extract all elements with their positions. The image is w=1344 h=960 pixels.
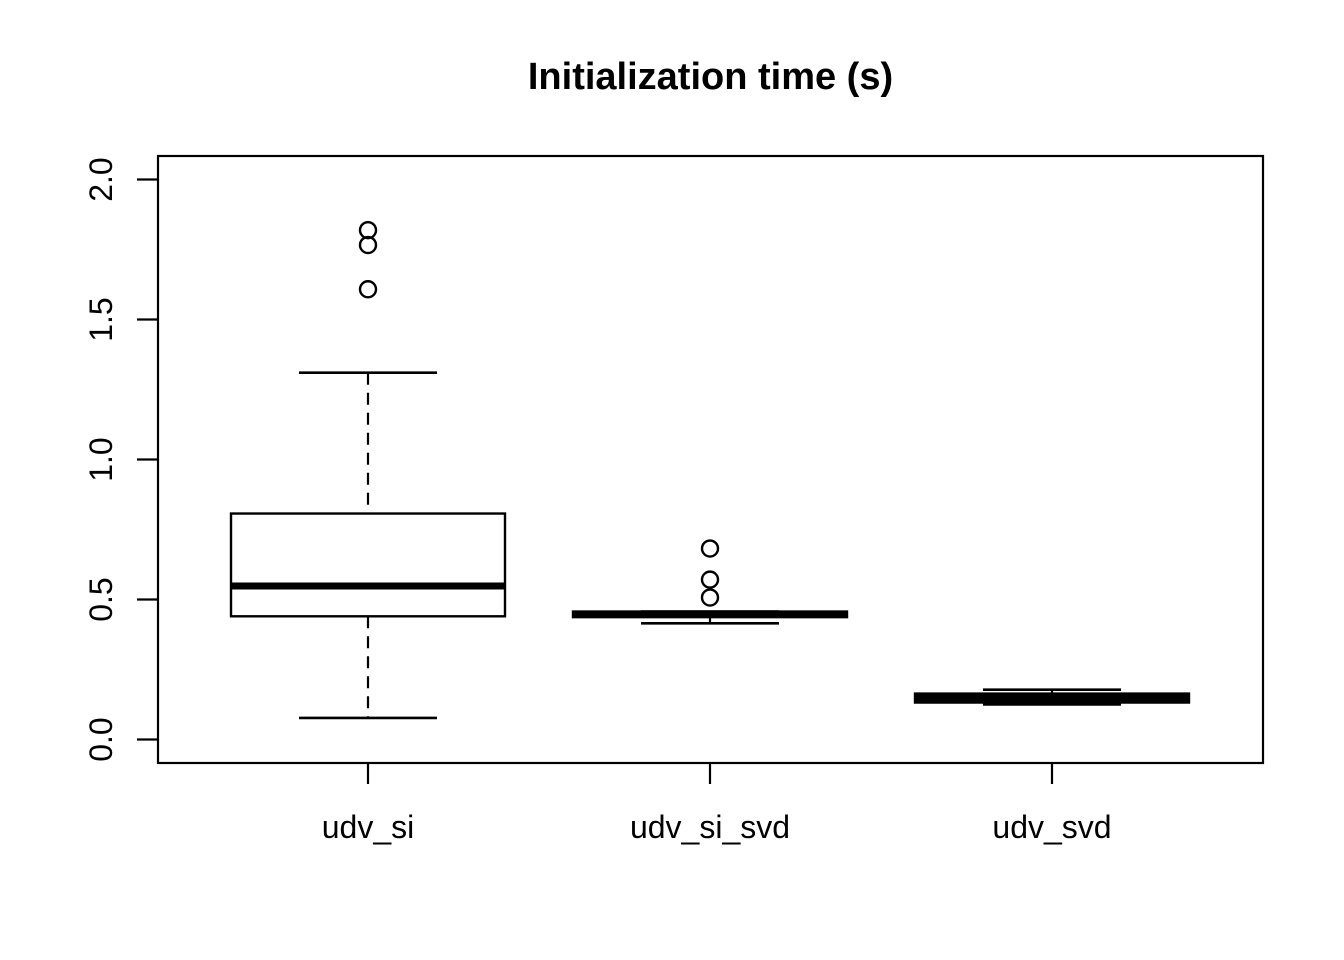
- outlier-point: [700, 570, 720, 589]
- outlier-point: [700, 588, 720, 607]
- outlier-point: [700, 539, 720, 558]
- x-category-label: udv_si_svd: [630, 809, 790, 845]
- x-category-label: udv_si: [322, 809, 415, 845]
- y-tick-label: 0.5: [83, 577, 119, 621]
- plot-frame: [156, 154, 1265, 765]
- y-tick-label: 1.0: [83, 437, 119, 481]
- outlier-point: [358, 220, 378, 240]
- x-category-label: udv_svd: [992, 809, 1111, 845]
- y-tick-label: 0.0: [83, 717, 119, 761]
- y-tick-label: 1.5: [83, 297, 119, 341]
- y-tick-label: 2.0: [83, 157, 119, 201]
- outlier-point: [358, 235, 378, 255]
- iqr-box: [229, 512, 507, 618]
- outlier-point: [358, 280, 378, 299]
- chart-title: Initialization time (s): [527, 56, 894, 98]
